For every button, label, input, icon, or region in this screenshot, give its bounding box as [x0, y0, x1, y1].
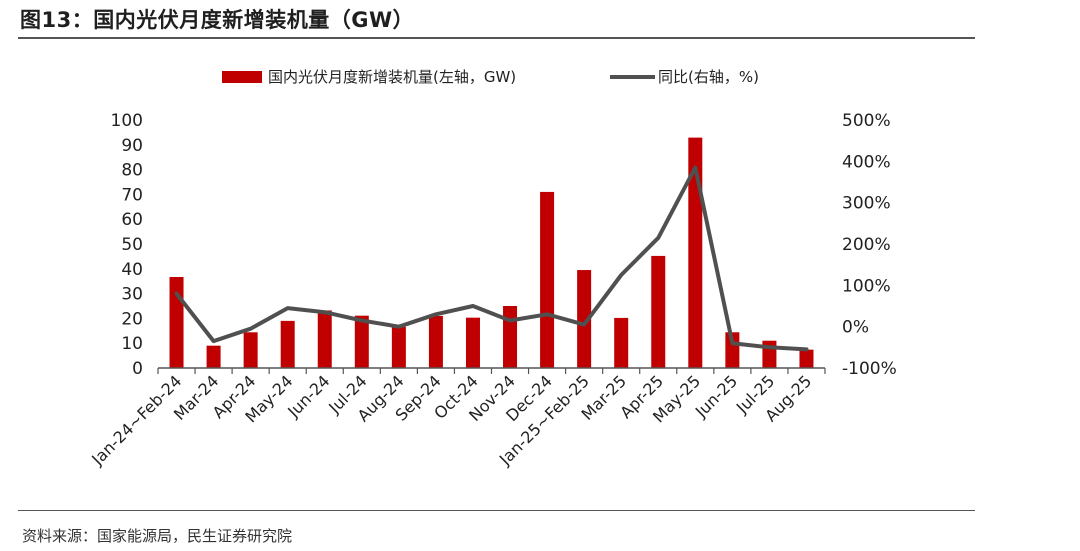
yoy-line: [174, 165, 809, 352]
right-tick-label: 100%: [842, 276, 891, 296]
x-tick-label: Jun-24: [283, 371, 333, 421]
right-axis-ticks: -100% 0% 100% 200% 300% 400% 500%: [842, 111, 897, 379]
left-tick-label: 10: [121, 334, 143, 354]
left-tick-label: 80: [121, 161, 143, 181]
bar-Dec-24: [540, 191, 555, 368]
bar-Apr-25: [651, 255, 666, 368]
x-axis-labels: Jan-24~Feb-24Mar-24Apr-24May-24Jun-24Jul…: [87, 371, 815, 469]
bar-Nov-24: [503, 306, 518, 368]
chart: 国内光伏月度新增装机量(左轴，GW) 同比(右轴，%) 0 10 20 30 40 50 6…: [87, 68, 897, 469]
bar-May-25: [688, 137, 703, 368]
bar-Sep-24: [428, 315, 443, 368]
bar-Jan-25~Feb-25: [577, 270, 592, 368]
source-divider: [18, 510, 975, 511]
bar-Apr-24: [243, 332, 258, 368]
left-tick-label: 20: [121, 309, 143, 329]
bar-Jun-24: [317, 310, 332, 368]
bar-Jun-25: [725, 332, 740, 368]
bar-Oct-24: [465, 317, 480, 368]
bar-Jul-24: [354, 315, 369, 368]
x-tick-label: Jun-25: [691, 371, 741, 421]
legend: 国内光伏月度新增装机量(左轴，GW) 同比(右轴，%): [222, 68, 759, 86]
title-divider: [18, 37, 975, 39]
bar-Aug-25: [799, 349, 814, 368]
left-tick-label: 60: [121, 210, 143, 230]
source-note: 资料来源：国家能源局，民生证券研究院: [22, 527, 293, 545]
left-axis-ticks: 0 10 20 30 40 50 60 70 80 90 100: [111, 111, 143, 379]
legend-bar-label: 国内光伏月度新增装机量(左轴，GW): [268, 68, 516, 86]
left-tick-label: 0: [132, 359, 143, 379]
left-tick-label: 40: [121, 260, 143, 280]
x-tick-label: Jan-24~Feb-24: [87, 371, 185, 469]
right-tick-label: -100%: [842, 359, 897, 379]
x-axis-ticks: [157, 368, 826, 374]
bar-Mar-25: [614, 317, 629, 368]
left-tick-label: 100: [111, 111, 143, 131]
figure-title: 图13：国内光伏月度新增装机量（GW）: [20, 8, 415, 32]
right-tick-label: 300%: [842, 194, 891, 214]
bar-series: [169, 137, 814, 368]
left-tick-label: 30: [121, 285, 143, 305]
bar-Mar-24: [206, 345, 221, 368]
right-tick-label: 0%: [842, 318, 869, 338]
bar-May-24: [280, 320, 295, 368]
bar-Jan-24~Feb-24: [169, 276, 184, 368]
left-tick-label: 50: [121, 235, 143, 255]
right-tick-label: 500%: [842, 111, 891, 131]
bar-Aug-24: [391, 326, 406, 368]
left-tick-label: 70: [121, 185, 143, 205]
right-tick-label: 400%: [842, 152, 891, 172]
legend-line-label: 同比(右轴，%): [658, 68, 759, 86]
left-tick-label: 90: [121, 136, 143, 156]
right-tick-label: 200%: [842, 235, 891, 255]
legend-bar-swatch: [222, 71, 262, 83]
